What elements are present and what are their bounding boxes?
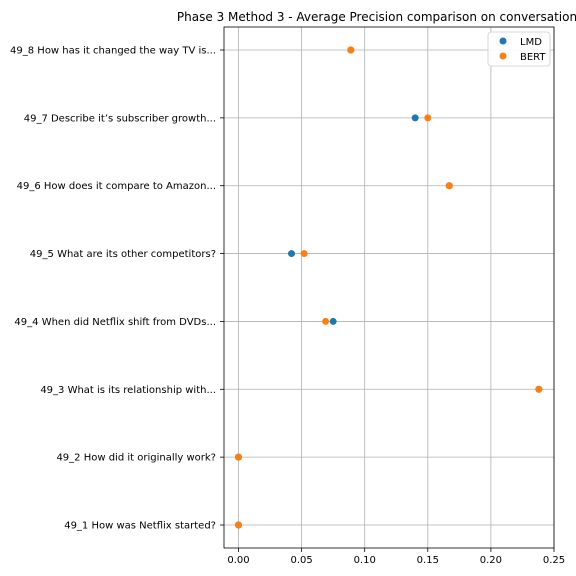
y-tick-label: 49_7 Describe it’s subscriber growth... xyxy=(24,113,216,124)
x-tick-label: 0.15 xyxy=(417,555,439,566)
point-lmd xyxy=(329,317,337,325)
point-lmd xyxy=(411,114,419,122)
point-bert xyxy=(235,521,243,529)
y-tick-label: 49_6 How does it compare to Amazon... xyxy=(17,181,216,192)
y-tick-label: 49_3 What is its relationship with... xyxy=(40,385,216,396)
point-bert xyxy=(322,317,330,325)
data-points xyxy=(235,46,543,529)
y-tick-label: 49_8 How has it changed the way TV is... xyxy=(10,46,216,57)
legend-label-lmd: LMD xyxy=(520,37,542,48)
legend-marker-lmd xyxy=(499,37,507,45)
legend: LMD BERT xyxy=(487,31,551,67)
y-tick-label: 49_4 When did Netflix shift from DVDs... xyxy=(14,317,216,328)
point-bert xyxy=(235,453,243,461)
x-tick-label: 0.05 xyxy=(290,555,312,566)
legend-label-bert: BERT xyxy=(520,52,546,63)
x-tick-label: 0.25 xyxy=(543,555,565,566)
legend-marker-bert xyxy=(499,52,507,60)
x-tick-label: 0.10 xyxy=(354,555,376,566)
grid-lines xyxy=(224,27,555,548)
point-bert xyxy=(445,182,453,190)
y-axis: 49_1 How was Netflix started? 49_2 How di… xyxy=(10,46,224,532)
x-axis: 0.00 0.05 0.10 0.15 0.20 0.25 xyxy=(227,548,565,566)
point-lmd xyxy=(288,250,296,258)
y-tick-label: 49_1 How was Netflix started? xyxy=(64,521,216,532)
plot-frame xyxy=(223,26,555,549)
x-tick-label: 0.00 xyxy=(227,555,249,566)
y-tick-label: 49_2 How did it originally work? xyxy=(56,453,216,464)
point-bert xyxy=(347,46,355,54)
point-bert xyxy=(300,250,308,258)
y-tick-label: 49_5 What are its other competitors? xyxy=(30,249,216,260)
point-bert xyxy=(424,114,432,122)
x-tick-label: 0.20 xyxy=(480,555,502,566)
point-bert xyxy=(535,385,543,393)
chart-title: Phase 3 Method 3 - Average Precision com… xyxy=(177,10,576,24)
